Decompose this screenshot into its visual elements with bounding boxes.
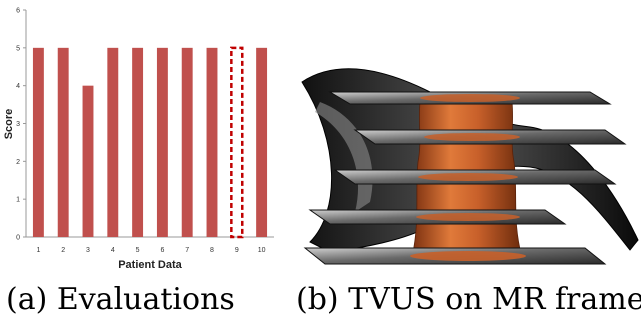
caption-evaluations: (a) Evaluations: [6, 282, 235, 317]
y-axis-title: Score: [3, 109, 15, 140]
mr-slice-1: [328, 91, 612, 105]
x-tick-label: 6: [160, 247, 164, 254]
x-tick-label: 10: [258, 247, 266, 254]
bar-patient-6: [156, 47, 168, 238]
bar-patient-1: [32, 47, 44, 238]
x-axis: 1 2 3 4 5 6 7 8 9 10: [26, 236, 274, 254]
bar-patient-2: [57, 47, 69, 238]
x-tick-label: 7: [185, 247, 189, 254]
y-tick-label: 6: [16, 8, 20, 15]
y-tick-label: 1: [16, 197, 20, 204]
x-axis-title: Patient Data: [118, 259, 182, 271]
x-tick-label: 4: [111, 247, 115, 254]
bar-patient-5: [132, 47, 144, 238]
mr-slice-2: [353, 129, 627, 145]
x-tick-label: 8: [210, 247, 214, 254]
bars: [32, 46, 268, 239]
mr-slice-4: [308, 209, 567, 225]
y-tick-label: 3: [16, 121, 20, 128]
x-tick-label: 5: [136, 247, 140, 254]
mr-slice-5: [303, 247, 607, 265]
y-axis: 0 1 2 3 4 5 6: [16, 8, 27, 242]
y-tick-label: 0: [16, 235, 20, 242]
y-tick-label: 2: [16, 159, 20, 166]
bar-patient-4: [107, 47, 119, 238]
bar-patient-3: [82, 85, 94, 238]
caption-tvus-on-mr-frame: (b) TVUS on MR frame: [296, 282, 641, 317]
evaluation-bar-chart: 0 1 2 3 4 5 6 1 2 3 4 5 6 7 8 9 10 Score Patient Data: [3, 8, 274, 271]
tvus-mr-rendering: [301, 68, 639, 265]
bar-patient-10: [256, 47, 268, 238]
bar-patient-8: [206, 47, 218, 238]
mr-slice-3: [333, 169, 617, 185]
x-tick-label: 9: [235, 247, 239, 254]
y-tick-label: 4: [16, 83, 20, 90]
y-tick-label: 5: [16, 45, 20, 52]
bar-patient-7: [181, 47, 193, 238]
x-tick-label: 2: [61, 247, 65, 254]
x-tick-label: 1: [36, 247, 40, 254]
x-tick-label: 3: [86, 247, 90, 254]
bar-patient-9: [230, 46, 244, 239]
